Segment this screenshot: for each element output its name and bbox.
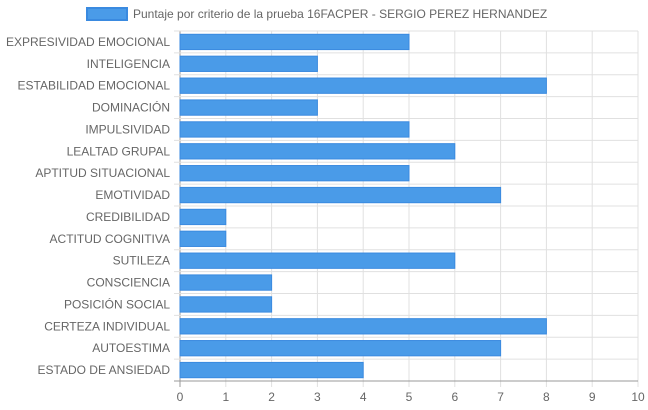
- category-label: CREDIBILIDAD: [86, 210, 170, 224]
- category-label: DOMINACIÓN: [92, 100, 170, 115]
- category-label: CONSCIENCIA: [87, 276, 170, 290]
- category-label: IMPULSIVIDAD: [85, 122, 170, 136]
- legend[interactable]: Puntaje por criterio de la prueba 16FACP…: [86, 7, 547, 21]
- bar[interactable]: [179, 33, 410, 51]
- bars: [179, 33, 547, 379]
- x-tick-label: 2: [268, 390, 275, 404]
- category-label: POSICIÓN SOCIAL: [64, 296, 170, 311]
- bar[interactable]: [179, 143, 456, 160]
- bar[interactable]: [179, 121, 410, 138]
- category-label: APTITUD SITUACIONAL: [35, 166, 170, 180]
- bar[interactable]: [179, 77, 547, 94]
- bar[interactable]: [179, 318, 547, 335]
- legend-label: Puntaje por criterio de la prueba 16FACP…: [133, 7, 547, 21]
- x-tick-label: 10: [631, 390, 645, 404]
- category-label: EXPRESIVIDAD EMOCIONAL: [6, 35, 170, 49]
- x-tick-label: 4: [360, 390, 367, 404]
- x-tick-label: 5: [406, 390, 413, 404]
- x-axis-tick-labels: 0 1 2 3 4 5 6 7 8 9 10: [177, 390, 645, 404]
- x-tick-label: 7: [497, 390, 504, 404]
- x-tick-label: 0: [177, 390, 184, 404]
- bar[interactable]: [179, 165, 410, 182]
- bar[interactable]: [179, 55, 318, 72]
- x-tick-label: 9: [589, 390, 596, 404]
- x-tick-label: 8: [543, 390, 550, 404]
- category-label: CERTEZA INDIVIDUAL: [44, 319, 170, 333]
- x-tick-label: 1: [222, 390, 229, 404]
- category-label: AUTOESTIMA: [92, 341, 170, 355]
- bar[interactable]: [179, 252, 456, 269]
- bar[interactable]: [179, 208, 227, 226]
- category-label: LEALTAD GRUPAL: [67, 144, 171, 158]
- x-tick-label: 3: [314, 390, 321, 404]
- category-label: ACTITUD COGNITIVA: [50, 232, 170, 246]
- bar[interactable]: [179, 186, 502, 204]
- category-label: EMOTIVIDAD: [95, 188, 170, 202]
- bar[interactable]: [179, 99, 318, 116]
- x-tick-label: 6: [451, 390, 458, 404]
- category-label: SUTILEZA: [113, 254, 170, 268]
- category-labels: EXPRESIVIDAD EMOCIONAL INTELIGENCIA ESTABI…: [6, 35, 170, 377]
- bar[interactable]: [179, 296, 273, 313]
- category-label: INTELIGENCIA: [87, 57, 170, 71]
- bar[interactable]: [179, 274, 273, 291]
- bar[interactable]: [179, 361, 364, 379]
- category-label: ESTABILIDAD EMOCIONAL: [18, 79, 171, 93]
- bar[interactable]: [179, 230, 227, 247]
- bar[interactable]: [179, 340, 502, 357]
- legend-swatch: [86, 7, 128, 21]
- category-label: ESTADO DE ANSIEDAD: [38, 363, 171, 377]
